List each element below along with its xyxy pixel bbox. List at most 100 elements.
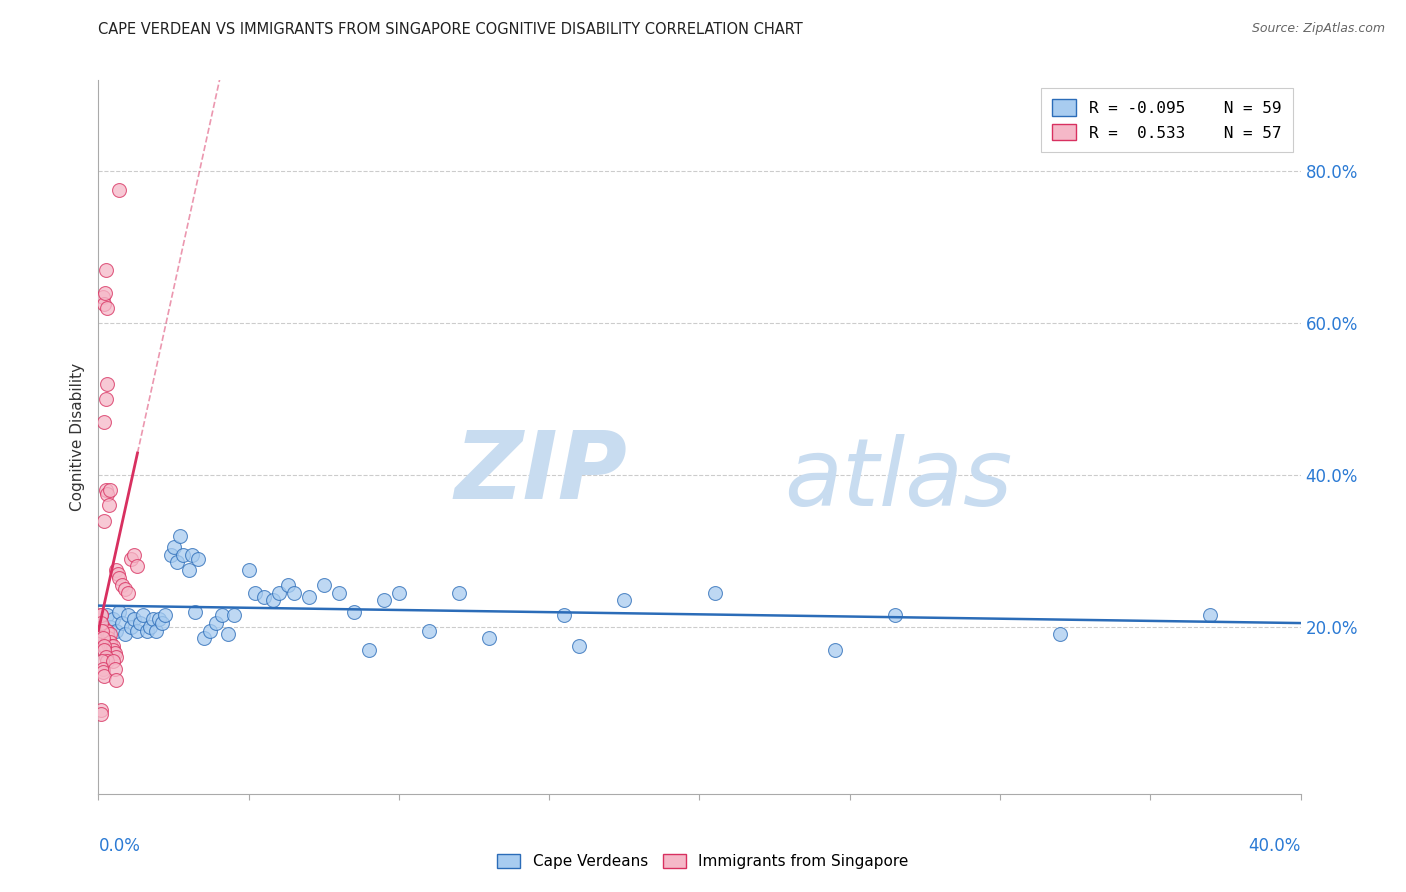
- Point: [159, 548, 181, 562]
- Point: [90, 703, 112, 717]
- Point: [94, 639, 117, 653]
- Point: [94, 650, 117, 665]
- Point: [198, 624, 221, 638]
- Point: [1199, 608, 1222, 623]
- Point: [107, 566, 129, 581]
- Point: [114, 582, 136, 596]
- Point: [373, 593, 395, 607]
- Y-axis label: Cognitive Disability: Cognitive Disability: [70, 363, 86, 511]
- Point: [100, 483, 122, 498]
- Text: CAPE VERDEAN VS IMMIGRANTS FROM SINGAPORE COGNITIVE DISABILITY CORRELATION CHART: CAPE VERDEAN VS IMMIGRANTS FROM SINGAPOR…: [98, 22, 803, 37]
- Point: [104, 662, 127, 676]
- Point: [105, 650, 128, 665]
- Point: [222, 608, 245, 623]
- Point: [96, 654, 118, 668]
- Point: [96, 624, 118, 638]
- Point: [101, 639, 124, 653]
- Point: [93, 297, 115, 311]
- Point: [103, 612, 125, 626]
- Point: [90, 608, 112, 623]
- Point: [103, 642, 125, 657]
- Point: [98, 627, 121, 641]
- Point: [96, 608, 118, 623]
- Point: [94, 624, 117, 638]
- Point: [388, 585, 411, 599]
- Point: [97, 499, 120, 513]
- Point: [824, 642, 846, 657]
- Point: [138, 620, 160, 634]
- Point: [418, 624, 440, 638]
- Point: [97, 632, 120, 646]
- Point: [94, 483, 117, 498]
- Point: [124, 548, 146, 562]
- Point: [114, 627, 136, 641]
- Point: [177, 563, 200, 577]
- Point: [103, 654, 125, 668]
- Point: [703, 585, 725, 599]
- Point: [127, 624, 149, 638]
- Point: [100, 635, 122, 649]
- Point: [183, 605, 205, 619]
- Point: [93, 642, 115, 657]
- Point: [111, 578, 134, 592]
- Point: [150, 616, 173, 631]
- Point: [447, 585, 470, 599]
- Point: [204, 616, 226, 631]
- Text: ZIP: ZIP: [454, 426, 627, 519]
- Point: [262, 593, 284, 607]
- Point: [243, 585, 266, 599]
- Point: [91, 654, 114, 668]
- Point: [141, 612, 163, 626]
- Point: [90, 608, 112, 623]
- Point: [108, 605, 131, 619]
- Point: [94, 285, 117, 300]
- Point: [180, 548, 202, 562]
- Point: [883, 608, 905, 623]
- Point: [148, 612, 170, 626]
- Point: [96, 635, 118, 649]
- Point: [132, 608, 155, 623]
- Point: [357, 642, 380, 657]
- Point: [153, 608, 176, 623]
- Point: [93, 669, 115, 683]
- Point: [117, 608, 139, 623]
- Legend: R = -0.095    N = 59, R =  0.533    N = 57: R = -0.095 N = 59, R = 0.533 N = 57: [1040, 88, 1292, 152]
- Point: [94, 263, 117, 277]
- Text: 40.0%: 40.0%: [1249, 837, 1301, 855]
- Point: [91, 624, 114, 638]
- Point: [91, 620, 114, 634]
- Point: [91, 665, 114, 680]
- Point: [124, 612, 146, 626]
- Point: [568, 639, 591, 653]
- Point: [253, 590, 276, 604]
- Point: [97, 639, 120, 653]
- Point: [96, 301, 118, 315]
- Point: [91, 632, 114, 646]
- Point: [169, 529, 191, 543]
- Point: [105, 624, 128, 638]
- Point: [312, 578, 335, 592]
- Point: [121, 620, 143, 634]
- Point: [96, 487, 118, 501]
- Point: [211, 608, 233, 623]
- Point: [108, 570, 131, 584]
- Point: [129, 616, 152, 631]
- Text: 0.0%: 0.0%: [98, 837, 141, 855]
- Point: [90, 616, 112, 631]
- Point: [267, 585, 290, 599]
- Point: [172, 548, 194, 562]
- Point: [96, 376, 118, 391]
- Point: [187, 551, 209, 566]
- Point: [145, 624, 167, 638]
- Point: [91, 290, 114, 304]
- Legend: Cape Verdeans, Immigrants from Singapore: Cape Verdeans, Immigrants from Singapore: [491, 848, 915, 875]
- Point: [101, 647, 124, 661]
- Point: [1049, 627, 1071, 641]
- Point: [162, 540, 184, 554]
- Point: [217, 627, 239, 641]
- Point: [553, 608, 575, 623]
- Point: [613, 593, 636, 607]
- Point: [105, 563, 128, 577]
- Point: [94, 392, 117, 406]
- Point: [117, 585, 139, 599]
